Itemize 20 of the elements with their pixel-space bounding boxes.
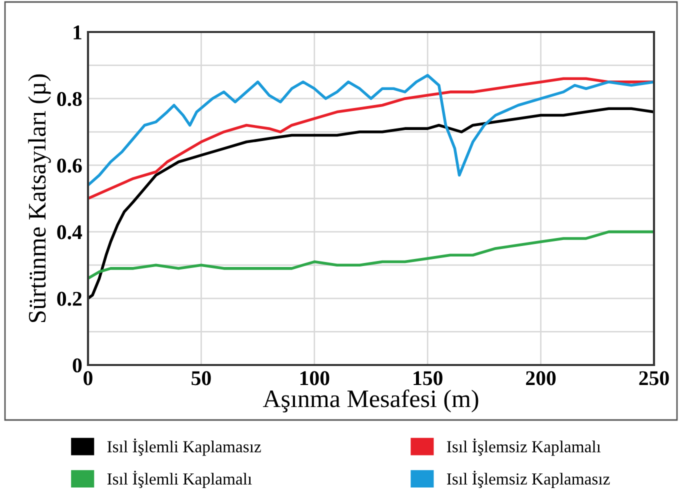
x-axis-title: Aşınma Mesafesi (m): [262, 389, 478, 412]
y-tick-label: 1: [74, 25, 82, 40]
y-tick-label: 0.6: [57, 158, 82, 173]
legend-label: Isıl İşlemsiz Kaplamalı: [446, 438, 601, 456]
x-tick-label: 250: [639, 371, 669, 386]
line-series: [88, 107, 654, 300]
x-tick-label: 200: [526, 371, 556, 386]
x-tick-label: 100: [300, 371, 330, 386]
y-tick-label: 0.8: [57, 92, 82, 106]
y-tick-label: 0.4: [57, 225, 82, 240]
legend-label: Isıl İşlemli Kaplamalı: [107, 470, 252, 488]
y-axis-title: Sürtünme Katsayıları (µ): [28, 74, 51, 322]
x-tick-label: 150: [414, 371, 442, 386]
y-tick-label: 0: [72, 358, 82, 372]
legend-label: Isıl İşlemsiz Kaplamasız: [446, 470, 610, 488]
legend-label: Isıl İşlemli Kaplamasız: [107, 438, 261, 456]
x-tick-label: 50: [192, 371, 211, 386]
y-tick-label: 0.2: [57, 292, 82, 306]
line-series: [88, 230, 654, 280]
x-tick-label: 0: [84, 371, 92, 386]
